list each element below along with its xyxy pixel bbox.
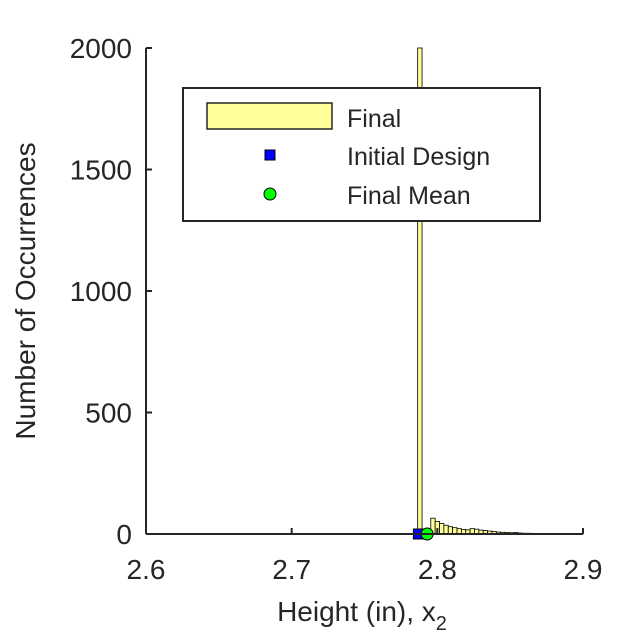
histogram-bar: [447, 526, 454, 535]
legend-marker-final-mean: [263, 187, 277, 201]
y-tick-label: 500: [85, 398, 132, 429]
legend: Final Initial Design Final Mean: [182, 87, 541, 222]
x-axis-label-main: Height (in), x: [277, 596, 436, 627]
x-axis-label: Height (in), x2: [277, 596, 447, 635]
histogram-bars: [417, 47, 550, 535]
x-ticks: 2.6 2.7 2.8 2.9: [127, 528, 603, 585]
axes: 0 500 1000 1500 2000 2.6 2.7 2.8 2.9: [70, 33, 603, 585]
legend-swatch-final: [206, 102, 333, 130]
histogram-bar: [443, 524, 449, 535]
histogram-bar: [439, 523, 445, 535]
x-tick-label: 2.6: [127, 554, 166, 585]
y-tick-label: 1000: [70, 276, 132, 307]
y-ticks: 0 500 1000 1500 2000: [70, 33, 152, 550]
y-tick-label: 2000: [70, 33, 132, 64]
y-tick-label: 0: [116, 519, 132, 550]
x-tick-label: 2.8: [418, 554, 457, 585]
legend-label-initial-design: Initial Design: [347, 143, 490, 171]
legend-label-final-mean: Final Mean: [347, 182, 471, 210]
y-axis-label: Number of Occurrences: [10, 142, 41, 439]
legend-label-final: Final: [347, 105, 401, 133]
x-axis-label-subscript: 2: [436, 613, 447, 635]
legend-marker-initial-design: [264, 149, 276, 161]
x-tick-label: 2.9: [564, 554, 603, 585]
y-tick-label: 1500: [70, 155, 132, 186]
x-tick-label: 2.7: [272, 554, 311, 585]
